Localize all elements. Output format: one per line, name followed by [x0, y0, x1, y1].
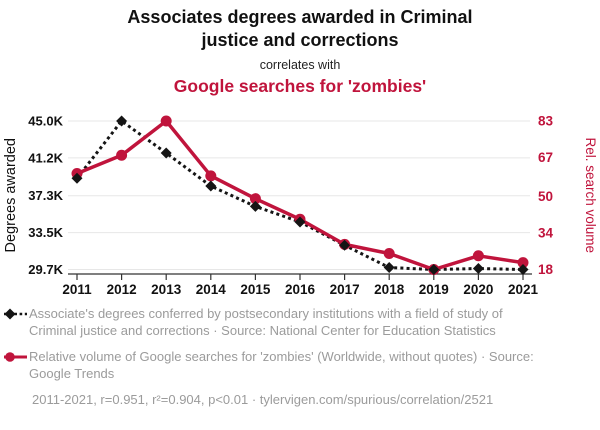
chart-header: Associates degrees awarded in Criminal j… [0, 0, 600, 97]
right-axis-tick-label: 83 [538, 114, 554, 129]
right-axis-title: Rel. search volume [583, 137, 598, 253]
searches-data-point-2020 [472, 250, 484, 262]
left-axis-tick-label: 37.3K [28, 188, 63, 203]
searches-data-point-2012 [116, 149, 128, 161]
x-axis-tick-label: 2021 [508, 282, 539, 297]
degrees-data-point-2014 [205, 180, 217, 192]
x-axis-tick-label: 2011 [62, 282, 92, 297]
left-axis-tick-label: 45.0K [28, 114, 63, 129]
searches-data-point-2014 [205, 170, 217, 182]
degrees-series-marker-icon [4, 308, 27, 320]
degrees-data-point-2015 [249, 200, 261, 212]
legend: Associate's degrees conferred by postsec… [0, 303, 600, 408]
x-axis-tick-label: 2013 [151, 282, 182, 297]
degrees-data-point-2021 [517, 264, 529, 275]
left-axis-tick-label: 41.2K [28, 150, 63, 165]
degrees-data-point-2017 [339, 239, 351, 251]
degrees-data-point-2011 [71, 172, 83, 184]
right-axis-tick-label: 67 [538, 150, 553, 165]
x-axis-tick-label: 2019 [419, 282, 449, 297]
degrees-data-point-2020 [472, 263, 484, 275]
searches-data-point-2021 [517, 257, 529, 269]
legend-item-searches: Relative volume of Google searches for '… [3, 348, 592, 382]
degrees-data-point-2013 [160, 147, 172, 159]
chart-area: 45.0K 41.2K 37.3K 33.5K 29.7K 83 67 50 34 18 2011 2… [0, 98, 600, 303]
circle-marker-shape [5, 352, 15, 362]
x-axis-tick-label: 2016 [285, 282, 316, 297]
x-axis-tick-label: 2012 [107, 282, 137, 297]
searches-data-point-2013 [160, 115, 172, 127]
searches-series-marker-icon [4, 352, 27, 362]
legend-label-degrees: Associate's degrees conferred by postsec… [29, 306, 503, 338]
stats-footnote: 2011-2021, r=0.951, r²=0.904, p<0.01 · t… [32, 392, 494, 407]
x-axis-tick-label: 2018 [374, 282, 405, 297]
right-axis-tick-label: 34 [538, 225, 554, 240]
right-axis-tick-label: 18 [538, 262, 554, 277]
right-axis-tick-label: 50 [538, 189, 553, 204]
left-axis-tick-label: 29.7K [28, 262, 63, 277]
correlates-with-label: correlates with [259, 58, 341, 72]
searches-data-point-2015 [249, 193, 261, 205]
x-axis-tick-label: 2015 [240, 282, 271, 297]
left-axis-title: Degrees awarded [3, 138, 19, 252]
diamond-marker-shape [4, 308, 16, 320]
dual-axis-line-chart: 45.0K 41.2K 37.3K 33.5K 29.7K 83 67 50 34 18 2011 2… [3, 114, 598, 298]
degrees-data-point-2018 [383, 262, 395, 274]
degrees-data-point-2016 [294, 216, 306, 228]
x-axis-tick-label: 2014 [196, 282, 227, 297]
searches-data-point-2018 [383, 248, 395, 260]
legend-item-degrees: Associate's degrees conferred by postsec… [3, 305, 592, 339]
degrees-data-point-2012 [116, 115, 128, 127]
x-axis-tick-label: 2017 [330, 282, 360, 297]
degrees-data-point-2019 [428, 264, 440, 275]
x-axis-tick-label: 2020 [463, 282, 493, 297]
chart-title: Associates degrees awarded in Criminal j… [127, 7, 473, 50]
chart-subtitle: Google searches for 'zombies' [173, 76, 427, 96]
left-axis-tick-label: 33.5K [28, 225, 63, 240]
legend-label-searches: Relative volume of Google searches for '… [29, 349, 534, 381]
